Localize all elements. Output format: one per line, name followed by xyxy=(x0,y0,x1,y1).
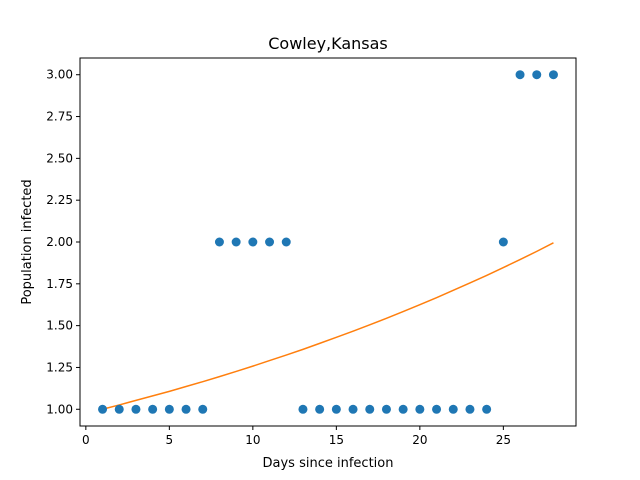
data-point xyxy=(315,404,325,414)
data-point xyxy=(248,237,258,247)
y-tick-label: 2.50 xyxy=(46,151,73,165)
y-tick-label: 2.75 xyxy=(46,110,73,124)
data-point xyxy=(331,404,341,414)
data-point xyxy=(381,404,391,414)
y-tick-label: 1.75 xyxy=(46,277,73,291)
data-point xyxy=(214,237,224,247)
chart-title: Cowley,Kansas xyxy=(268,34,388,53)
x-tick-label: 10 xyxy=(245,433,260,447)
data-point xyxy=(532,70,542,80)
y-axis-ticks: 1.00 1.25 1.50 1.75 2.00 2.25 2.50 2.75 3.00 xyxy=(46,68,80,416)
plot-area xyxy=(80,58,576,426)
y-tick-label: 1.00 xyxy=(46,402,73,416)
data-point xyxy=(148,404,158,414)
data-point xyxy=(398,404,408,414)
data-point xyxy=(164,404,174,414)
data-point xyxy=(348,404,358,414)
y-tick-label: 3.00 xyxy=(46,68,73,82)
x-axis-label: Days since infection xyxy=(263,456,394,471)
y-tick-label: 2.25 xyxy=(46,193,73,207)
series-layer xyxy=(98,70,558,414)
y-tick-label: 1.25 xyxy=(46,360,73,374)
data-point xyxy=(98,404,108,414)
data-point xyxy=(281,237,291,247)
x-tick-label: 25 xyxy=(496,433,511,447)
data-point xyxy=(265,237,275,247)
data-point xyxy=(415,404,425,414)
data-point xyxy=(114,404,124,414)
data-point xyxy=(131,404,141,414)
x-tick-label: 15 xyxy=(329,433,344,447)
data-point xyxy=(365,404,375,414)
x-tick-label: 5 xyxy=(166,433,174,447)
y-tick-label: 1.50 xyxy=(46,319,73,333)
data-point xyxy=(515,70,525,80)
data-point xyxy=(181,404,191,414)
x-axis-ticks: 0 5 10 15 20 25 xyxy=(82,426,511,447)
plot-frame xyxy=(79,57,577,427)
x-tick-label: 20 xyxy=(412,433,427,447)
data-point xyxy=(298,404,308,414)
data-point xyxy=(231,237,241,247)
data-point xyxy=(498,237,508,247)
fit-curve-line xyxy=(102,242,554,410)
data-point xyxy=(548,70,558,80)
data-point xyxy=(482,404,492,414)
y-tick-label: 2.00 xyxy=(46,235,73,249)
data-point xyxy=(465,404,475,414)
data-point xyxy=(198,404,208,414)
y-axis-label: Population infected xyxy=(20,179,35,304)
data-point xyxy=(448,404,458,414)
x-tick-label: 0 xyxy=(82,433,90,447)
data-point xyxy=(432,404,442,414)
